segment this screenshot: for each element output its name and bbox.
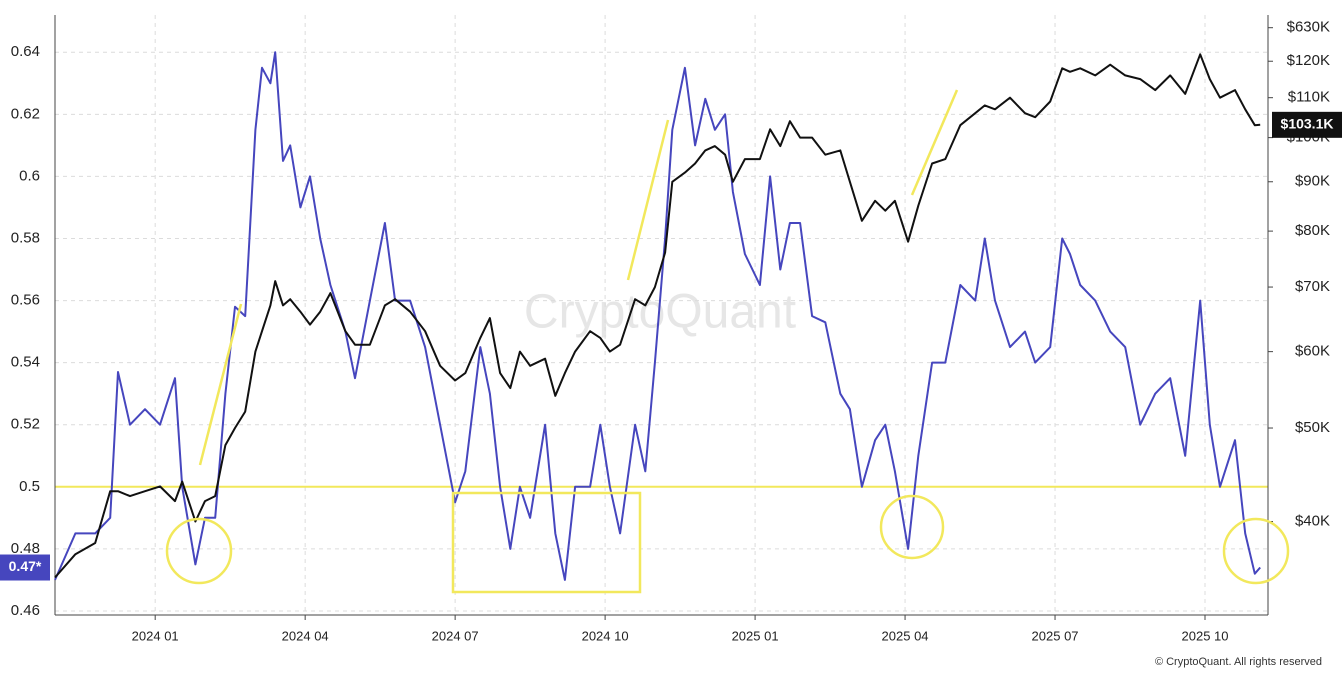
y-tick-label: 0.58 [11,229,40,246]
y-tick-label: 0.56 [11,292,40,309]
y-tick-label: 0.46 [11,602,40,619]
y2-tick-label: $110K [1288,89,1330,106]
y-tick-label: 0.64 [11,43,40,60]
y2-tick-label: $90K [1295,173,1330,190]
x-tick-label: 2024 07 [432,628,479,643]
y-tick-label: 0.54 [11,354,40,371]
x-tick-label: 2025 04 [882,628,929,643]
trend-arrow [912,90,957,195]
chart: CryptoQuant © CryptoQuant. All rights re… [0,0,1344,683]
y2-tick-label: $60K [1295,343,1330,360]
highlight-box [453,493,640,592]
trend-arrow [200,304,241,465]
end-label: 0.47* [9,558,42,574]
x-tick-label: 2024 01 [132,628,179,643]
x-tick-label: 2025 01 [732,628,779,643]
x-tick-label: 2024 10 [582,628,629,643]
y-tick-label: 0.6 [19,167,40,184]
y2-tick-label: $80K [1295,222,1330,239]
y2-tick-label: $70K [1295,278,1330,295]
y2-tick-label: $40K [1295,512,1330,529]
trend-arrow [628,120,668,280]
y-tick-label: 0.62 [11,105,40,122]
y-tick-label: 0.5 [19,478,40,495]
end-label: $103.1K [1281,116,1334,132]
y2-tick-label: $630K [1287,19,1330,36]
footer: © CryptoQuant. All rights reserved [1155,656,1322,668]
x-tick-label: 2024 04 [282,628,329,643]
y-tick-label: 0.48 [11,540,40,557]
x-tick-label: 2025 07 [1032,628,1079,643]
x-tick-label: 2025 10 [1182,628,1229,643]
y-tick-label: 0.52 [11,416,40,433]
y2-tick-label: $50K [1295,419,1330,436]
y2-tick-label: $120K [1287,52,1330,69]
